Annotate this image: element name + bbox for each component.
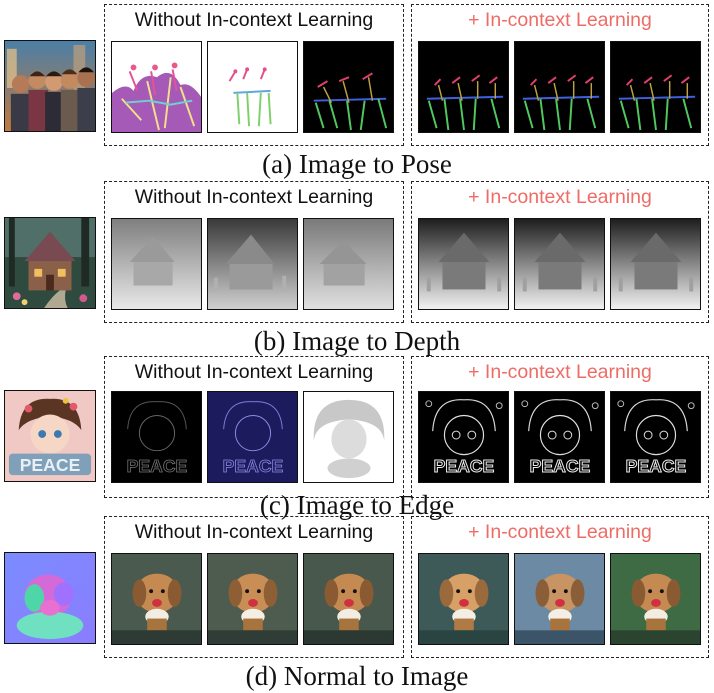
output-edge-detailed: PEACE	[418, 391, 509, 483]
caption-image-to-pose: (a) Image to Pose	[262, 149, 452, 179]
row-image-to-pose: Without In-context Learning	[0, 4, 714, 179]
row-image-to-depth: Without In-context Learning	[0, 181, 714, 356]
input-photo-fairy-house	[4, 217, 96, 309]
output-edge-faint: PEACE	[111, 391, 202, 483]
output-depth-blur	[111, 218, 202, 310]
group-with-icl-normal: + In-context Learning	[411, 516, 709, 658]
output-pose-skeleton-dark	[418, 41, 509, 133]
group-title: Without In-context Learning	[134, 361, 374, 383]
svg-text:PEACE: PEACE	[530, 456, 591, 476]
row-normal-to-image: Without In-context Learning	[0, 516, 714, 691]
group-title: Without In-context Learning	[134, 521, 374, 543]
output-depth-house	[418, 218, 509, 310]
output-photo-dog-cupcake	[111, 553, 202, 645]
group-without-icl-edge: Without In-context Learning PEACE PEACE	[104, 356, 404, 498]
output-depth-house	[610, 218, 701, 310]
group-title: + In-context Learning	[468, 361, 652, 383]
caption-image-to-edge: (c) Image to Edge	[259, 490, 455, 520]
output-photo-dog-cupcake	[418, 553, 509, 645]
output-depth-blur	[303, 218, 394, 310]
output-edge-detailed: PEACE	[610, 391, 701, 483]
input-normal-map-dog	[4, 552, 96, 644]
input-illustration-peace-girl: PEACE	[4, 390, 96, 482]
caption-normal-to-image: (d) Normal to Image	[245, 661, 469, 691]
output-pose-skeleton-dark	[303, 41, 394, 133]
group-without-icl-normal: Without In-context Learning	[104, 516, 404, 658]
output-pose-skeleton-dark	[514, 41, 605, 133]
output-pose-color-mixed	[111, 41, 202, 133]
row-image-to-edge: PEACE Without In-context Learning PEACE …	[0, 356, 714, 531]
output-photo-dog-cupcake-green	[610, 553, 701, 645]
output-depth-house	[514, 218, 605, 310]
output-edge-inverted-white	[303, 391, 394, 483]
output-depth-dark-house	[207, 218, 298, 310]
output-edge-blue: PEACE	[207, 391, 298, 483]
caption-image-to-depth: (b) Image to Depth	[253, 326, 461, 356]
svg-text:PEACE: PEACE	[223, 456, 284, 476]
group-title: Without In-context Learning	[134, 9, 374, 31]
group-title: Without In-context Learning	[134, 186, 374, 208]
svg-text:PEACE: PEACE	[127, 456, 188, 476]
output-edge-detailed: PEACE	[514, 391, 605, 483]
group-with-icl-depth: + In-context Learning	[411, 181, 709, 323]
svg-text:PEACE: PEACE	[434, 456, 495, 476]
svg-text:PEACE: PEACE	[20, 455, 81, 475]
group-with-icl-edge: + In-context Learning PEACE PEACE	[411, 356, 709, 498]
group-without-icl-depth: Without In-context Learning	[104, 181, 404, 323]
output-pose-skeleton-dark	[610, 41, 701, 133]
group-title: + In-context Learning	[468, 9, 652, 31]
group-title: + In-context Learning	[468, 186, 652, 208]
group-title: + In-context Learning	[468, 521, 652, 543]
group-without-icl-pose: Without In-context Learning	[104, 4, 404, 146]
output-photo-dog-cupcake-blue	[514, 553, 605, 645]
output-photo-dog-cupcake	[303, 553, 394, 645]
svg-text:PEACE: PEACE	[626, 456, 687, 476]
group-with-icl-pose: + In-context Learning	[411, 4, 709, 146]
input-photo-friends	[4, 40, 96, 132]
output-photo-dog-cupcake	[207, 553, 298, 645]
output-pose-skeleton-sparse	[207, 41, 298, 133]
